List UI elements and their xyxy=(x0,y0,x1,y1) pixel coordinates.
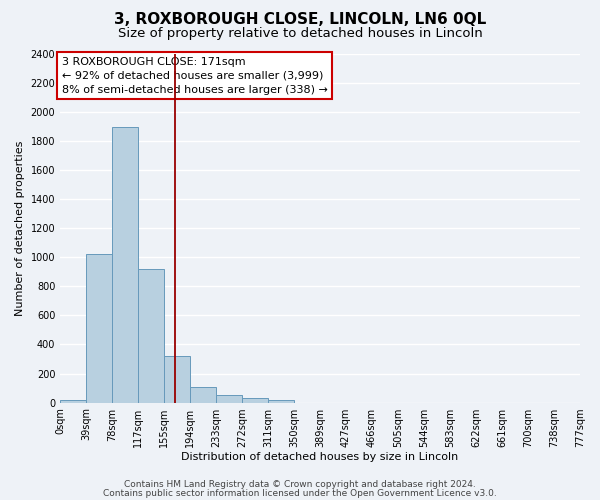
Bar xyxy=(190,388,216,402)
Bar xyxy=(86,254,112,402)
Bar xyxy=(242,398,268,402)
X-axis label: Distribution of detached houses by size in Lincoln: Distribution of detached houses by size … xyxy=(181,452,459,462)
Text: 3 ROXBOROUGH CLOSE: 171sqm
← 92% of detached houses are smaller (3,999)
8% of se: 3 ROXBOROUGH CLOSE: 171sqm ← 92% of deta… xyxy=(62,57,328,95)
Bar xyxy=(164,356,190,403)
Text: Size of property relative to detached houses in Lincoln: Size of property relative to detached ho… xyxy=(118,28,482,40)
Text: Contains public sector information licensed under the Open Government Licence v3: Contains public sector information licen… xyxy=(103,488,497,498)
Bar xyxy=(112,126,139,402)
Y-axis label: Number of detached properties: Number of detached properties xyxy=(15,140,25,316)
Bar xyxy=(216,394,242,402)
Bar xyxy=(60,400,86,402)
Bar xyxy=(268,400,295,402)
Text: Contains HM Land Registry data © Crown copyright and database right 2024.: Contains HM Land Registry data © Crown c… xyxy=(124,480,476,489)
Bar xyxy=(139,269,164,402)
Text: 3, ROXBOROUGH CLOSE, LINCOLN, LN6 0QL: 3, ROXBOROUGH CLOSE, LINCOLN, LN6 0QL xyxy=(114,12,486,28)
